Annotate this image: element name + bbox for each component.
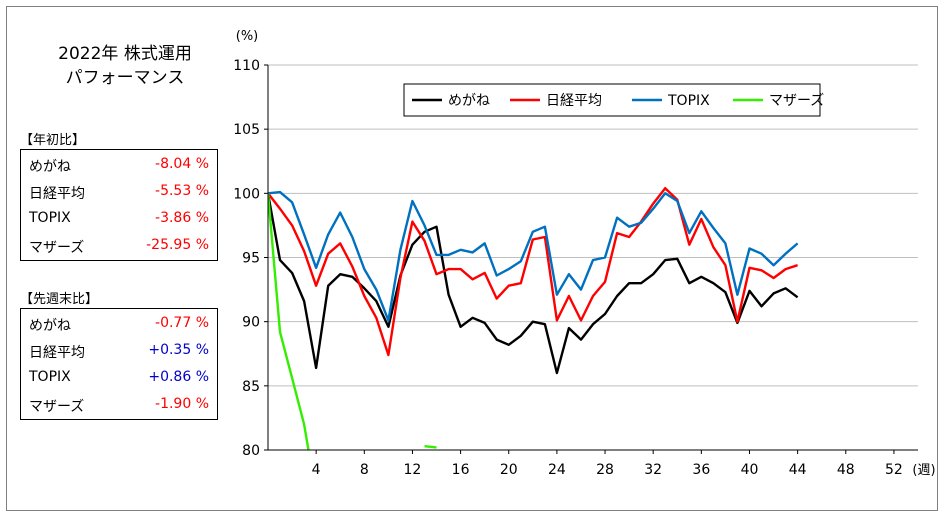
weekly-value: +0.86 %	[148, 369, 209, 385]
series-line-3-segment	[424, 445, 437, 449]
x-tick-label: 40	[741, 462, 759, 478]
y-tick-label: 80	[242, 443, 260, 459]
series-line-2	[268, 190, 799, 322]
weekly-value: -1.90 %	[155, 396, 209, 412]
ytd-value: -3.86 %	[155, 210, 209, 226]
weekly-name: めがね	[29, 318, 71, 334]
title-line-2: パフォーマンス	[65, 68, 185, 88]
y-axis-unit: (%)	[236, 29, 259, 44]
ytd-value: -25.95 %	[146, 237, 209, 253]
y-tick-label: 95	[242, 251, 260, 267]
ytd-name: マザーズ	[29, 240, 85, 256]
x-tick-label: 24	[548, 462, 566, 478]
weekly-name: マザーズ	[29, 399, 85, 415]
legend-label-3: マザーズ	[769, 93, 824, 109]
y-tick-label: 90	[242, 315, 260, 331]
weekly-row-megane: めがね -0.77 %	[21, 311, 217, 337]
series-line-1	[268, 186, 798, 357]
ytd-value: -8.04 %	[155, 156, 209, 172]
weekly-name: TOPIX	[29, 369, 71, 385]
ytd-row-topix: TOPIX -3.86 %	[21, 206, 217, 232]
x-tick-label: 12	[404, 462, 422, 478]
y-tick-label: 105	[233, 122, 260, 138]
ytd-panel: めがね -8.04 % 日経平均 -5.53 % TOPIX -3.86 % マ…	[20, 149, 218, 261]
y-tick-label: 85	[242, 379, 260, 395]
legend-label-0: めがね	[448, 93, 490, 109]
ytd-name: めがね	[29, 159, 71, 175]
weekly-row-nikkei: 日経平均 +0.35 %	[21, 338, 217, 364]
x-tick-label: 16	[452, 462, 470, 478]
x-tick-label: 32	[644, 462, 662, 478]
ytd-label: 【年初比】	[20, 133, 86, 148]
x-tick-label: 20	[500, 462, 518, 478]
legend: めがね 日経平均 TOPIX マザーズ	[403, 83, 824, 117]
weekly-value: -0.77 %	[155, 315, 209, 331]
y-tick-label: 110	[233, 58, 260, 74]
title-line-1: 2022年 株式運用	[58, 44, 192, 64]
ytd-name: TOPIX	[29, 210, 71, 226]
ytd-name: 日経平均	[29, 186, 85, 202]
ytd-row-megane: めがね -8.04 %	[21, 152, 217, 178]
x-tick-label: 28	[596, 462, 614, 478]
series-line-3	[268, 193, 310, 450]
weekly-value: +0.35 %	[148, 342, 209, 358]
ytd-row-mothers: マザーズ -25.95 %	[21, 233, 217, 259]
ytd-value: -5.53 %	[155, 183, 209, 199]
legend-label-2: TOPIX	[667, 93, 710, 109]
x-tick-label: 44	[789, 462, 807, 478]
weekly-panel: めがね -0.77 % 日経平均 +0.35 % TOPIX +0.86 % マ…	[20, 308, 218, 420]
x-tick-label: 8	[360, 462, 369, 478]
weekly-row-mothers: マザーズ -1.90 %	[21, 392, 217, 418]
y-tick-label: 100	[233, 186, 260, 202]
ytd-row-nikkei: 日経平均 -5.53 %	[21, 179, 217, 205]
chart-title: 2022年 株式運用 パフォーマンス	[40, 42, 210, 90]
x-axis-unit: (週)	[912, 463, 935, 478]
x-tick-label: 36	[692, 462, 710, 478]
x-tick-label: 48	[837, 462, 855, 478]
legend-label-1: 日経平均	[546, 93, 602, 109]
series-line-0	[268, 193, 799, 375]
weekly-name: 日経平均	[29, 345, 85, 361]
x-tick-label: 52	[885, 462, 903, 478]
weekly-row-topix: TOPIX +0.86 %	[21, 365, 217, 391]
series-layer	[268, 186, 799, 450]
weekly-label: 【先週末比】	[20, 292, 99, 307]
x-tick-label: 4	[312, 462, 321, 478]
